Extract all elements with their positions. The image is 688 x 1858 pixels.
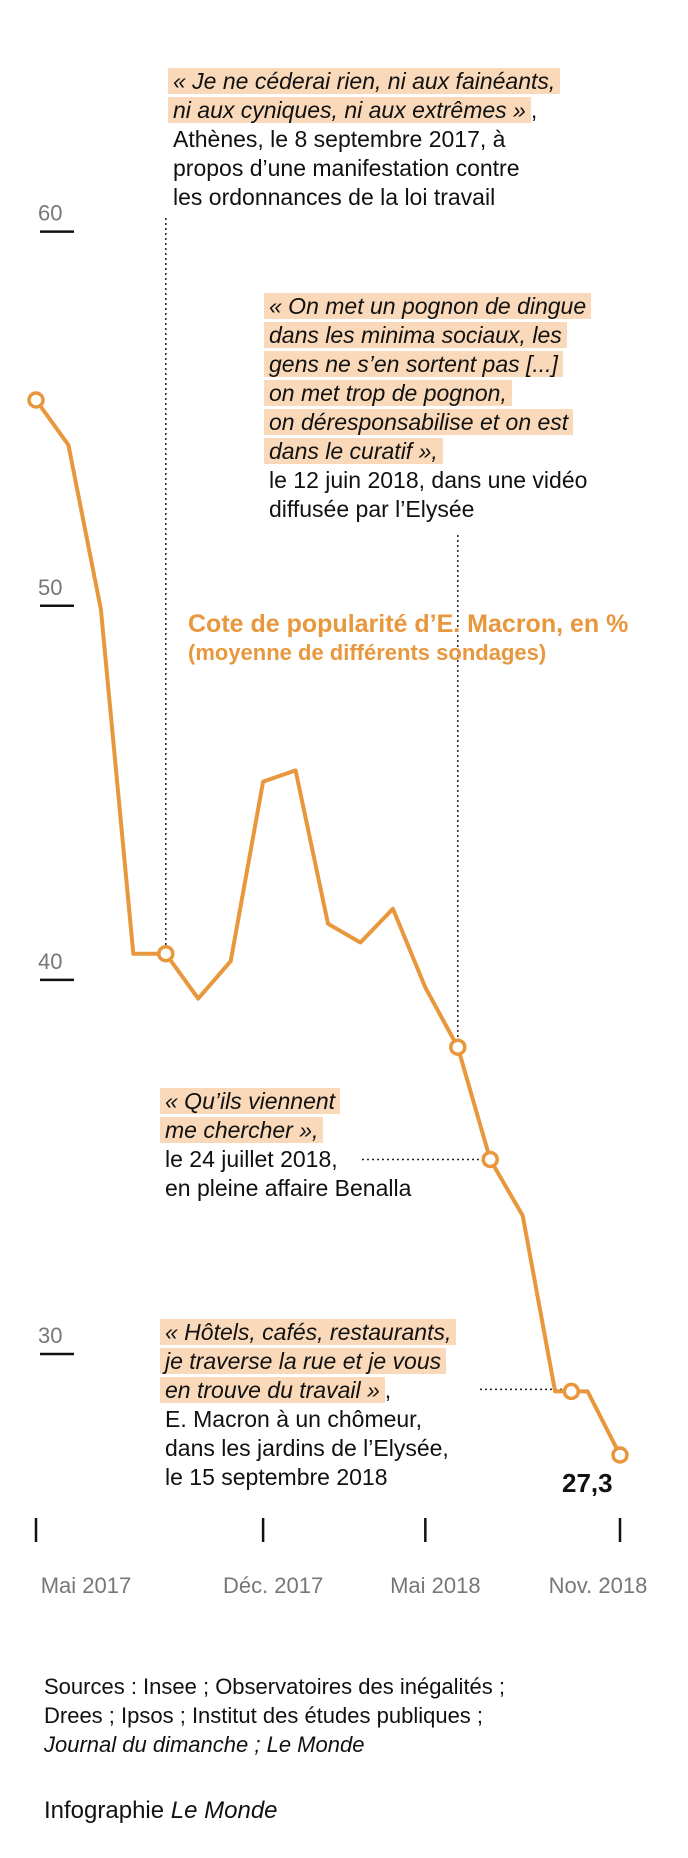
annotation-chomeur: « Hôtels, cafés, restaurants, je travers… [160,1318,545,1492]
annotation-quote-line: on déresponsabilise et on est [264,409,574,435]
series-line [34,398,622,1457]
annotation-leaders [165,218,564,1391]
x-tick-label: Nov. 2018 [549,1573,648,1598]
annotation-quote-line: gens ne s’en sortent pas [...] [264,351,563,377]
annotation-context-line: en pleine affaire Benalla [165,1175,412,1201]
credit-prefix: Infographie [44,1797,171,1824]
markers-group [27,391,629,1464]
series-group [34,398,622,1457]
annotation-context-line: le 12 juin 2018, dans une vidéo [269,467,588,493]
annotation-pognon: « On met un pognon de dingue dans les mi… [264,292,669,524]
sources-line: Sources : Insee ; Observatoires des inég… [44,1674,506,1699]
sources-line: Drees ; Ipsos ; Institut des études publ… [44,1703,484,1728]
annotation-benalla: « Qu’ils viennent me chercher », le 24 j… [160,1087,495,1203]
annotation-context-line: diffusée par l’Elysée [269,496,475,522]
annotation-quote-line: dans le curatif », [264,438,443,464]
annotation-quote-line: « Je ne céderai rien, ni aux fainéants, [168,68,561,94]
data-marker [481,1150,499,1169]
annotation-context-line: Athènes, le 8 septembre 2017, à [173,126,506,152]
y-axis: 30 40 50 60 [38,201,74,1356]
x-tick-label: Mai 2017 [41,1573,132,1598]
annotation-quote-tail: , [530,97,538,123]
data-marker [449,1038,467,1056]
credit-brand: Le Monde [170,1797,278,1824]
annotation-context-line: le 15 septembre 2018 [165,1464,388,1490]
last-value-label: 27,3 [562,1468,613,1498]
chart-title-line: Cote de popularité d’E. Macron, en % [188,610,629,638]
sources: Sources : Insee ; Observatoires des inég… [44,1672,505,1759]
data-marker [611,1446,629,1464]
data-marker [562,1382,581,1401]
credit: Infographie Le Monde [44,1797,278,1825]
annotation-quote-tail: , [384,1377,392,1403]
y-tick-label: 60 [38,201,62,226]
x-tick-label: Déc. 2017 [223,1573,323,1598]
annotation-quote-line: je traverse la rue et je vous [160,1348,447,1374]
annotation-quote-line: ni aux cyniques, ni aux extrêmes » [168,97,531,123]
x-axis: Mai 2017 Déc. 2017 Mai 2018 Nov. 2018 [34,1518,648,1598]
y-tick-label: 50 [38,575,62,600]
data-marker [27,391,45,409]
annotation-travail: « Je ne céderai rien, ni aux fainéants, … [168,67,643,212]
x-tick-label: Mai 2018 [390,1573,481,1598]
annotation-context-line: dans les jardins de l’Elysée, [165,1435,449,1461]
annotation-context-line: le 24 juillet 2018, [165,1146,338,1172]
annotation-context-line: les ordonnances de la loi travail [173,184,496,210]
chart-subtitle: (moyenne de différents sondages) [188,640,547,665]
annotation-context-line: E. Macron à un chômeur, [165,1406,422,1432]
y-tick-label: 30 [38,1323,62,1348]
annotation-quote-line: en trouve du travail » [160,1377,385,1403]
annotation-quote-line: me chercher », [160,1117,324,1143]
annotation-quote-line: « Hôtels, cafés, restaurants, [160,1319,457,1345]
data-marker [157,944,175,963]
sources-line: Journal du dimanche ; Le Monde [44,1732,365,1757]
annotation-context-line: propos d’une manifestation contre [173,155,520,181]
chart-title: Cote de popularité d’E. Macron, en % (mo… [188,609,628,667]
y-tick-label: 40 [38,949,62,974]
annotation-quote-line: « Qu’ils viennent [160,1088,341,1114]
annotation-quote-line: dans les minima sociaux, les [264,322,567,348]
annotation-quote-line: on met trop de pognon, [264,380,512,406]
annotation-quote-line: « On met un pognon de dingue [264,293,592,319]
